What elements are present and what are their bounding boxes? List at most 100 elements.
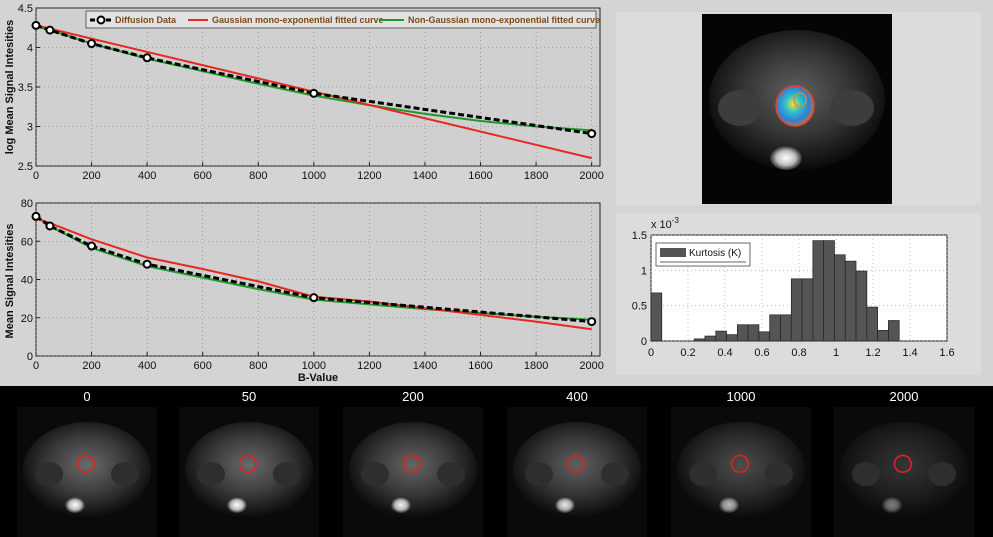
y-tick-label: 4.5 xyxy=(18,3,33,15)
histogram-bar xyxy=(866,306,878,342)
hist-x-tick-label: 0.8 xyxy=(791,347,806,359)
roi-outline xyxy=(238,454,257,473)
x-tick-label: 1200 xyxy=(357,170,381,182)
mri-slice-rectum xyxy=(227,497,247,513)
roi-overlay-heatmap xyxy=(775,85,815,127)
hist-x-tick-label: 1.6 xyxy=(939,347,954,359)
histogram-bar xyxy=(888,320,900,342)
roi-outline xyxy=(402,454,421,473)
histogram-bar xyxy=(823,240,835,342)
mri-slice-right-structure xyxy=(437,462,465,486)
series-line-gaussian-fit xyxy=(35,217,592,331)
y-tick-label: 2.5 xyxy=(18,161,33,173)
hist-y-tick-label: 1 xyxy=(641,265,647,277)
histogram-bar xyxy=(790,278,803,342)
mri-bvalue-label: 2000 xyxy=(890,389,919,404)
chart-log-signal-y-ticks: 2.5 3 3.5 4 4.5 xyxy=(18,3,40,173)
histogram-exponent: x 10-3 xyxy=(651,216,679,231)
data-point-diffusion xyxy=(87,39,97,49)
histogram-bar xyxy=(801,278,814,342)
data-point-diffusion xyxy=(87,241,97,251)
histogram-bar xyxy=(726,334,738,342)
data-point-diffusion xyxy=(587,129,597,139)
x-tick-label: 1200 xyxy=(357,360,381,372)
y-tick-label: 20 xyxy=(21,313,33,325)
mri-slice-anatomy xyxy=(677,422,805,518)
histogram-bar xyxy=(736,324,749,342)
mri-rectum-bright xyxy=(770,146,802,170)
mri-slice-left-structure xyxy=(689,462,717,486)
mri-slice-right-structure xyxy=(601,462,629,486)
y-tick-label: 80 xyxy=(21,198,33,210)
roi-overlay-core xyxy=(793,92,807,108)
mri-slice-left-structure xyxy=(361,462,389,486)
x-tick-label: 600 xyxy=(194,170,212,182)
mri-slice-right-structure xyxy=(928,462,956,486)
mri-bvalue-label: 0 xyxy=(83,389,90,404)
series-line-nongaussian-fit xyxy=(35,25,592,132)
histogram-bar xyxy=(855,270,868,342)
mri-slice-anatomy xyxy=(513,422,641,518)
chart-log-signal: 0 200 400 600 800 1000 1200 1400 1600 1800 2000 2.… xyxy=(4,3,604,182)
legend-diffusion-marker xyxy=(96,15,106,25)
chart-kurtosis-histogram: 0 0.2 0.4 0.6 0.8 1 1.2 1.4 1.6 00.511.5 x 10-3 … xyxy=(616,213,981,375)
mri-slice-anatomy xyxy=(23,422,151,518)
chart-log-signal-legend: Diffusion Data Gaussian mono-exponential… xyxy=(85,10,600,29)
roi-outline xyxy=(566,454,585,473)
x-tick-label: 400 xyxy=(138,170,156,182)
y-tick-label: 60 xyxy=(21,236,33,248)
data-point-diffusion xyxy=(45,25,55,35)
mri-slice-rectum xyxy=(882,497,902,513)
x-tick-label: 1600 xyxy=(468,170,492,182)
mri-slice-left-structure xyxy=(35,462,63,486)
histogram-x-ticks: 0 0.2 0.4 0.6 0.8 1 1.2 1.4 1.6 xyxy=(648,347,955,359)
data-point-diffusion xyxy=(45,221,55,231)
y-tick-label: 3 xyxy=(27,122,33,134)
hist-x-tick-label: 1 xyxy=(833,347,839,359)
x-tick-label: 1000 xyxy=(302,360,326,372)
mri-left-structure xyxy=(718,90,762,126)
histogram-legend: Kurtosis (K) xyxy=(655,242,751,267)
x-tick-label: 1600 xyxy=(468,360,492,372)
y-tick-label: 40 xyxy=(21,275,33,287)
hist-x-tick-label: 1.4 xyxy=(902,347,917,359)
histogram-bar xyxy=(758,331,771,342)
histogram-bar xyxy=(780,314,792,342)
x-tick-label: 1800 xyxy=(524,170,548,182)
mri-slice-left-structure xyxy=(525,462,553,486)
data-point-diffusion xyxy=(31,211,41,221)
data-point-diffusion xyxy=(309,293,319,303)
mri-slice-right-structure xyxy=(273,462,301,486)
x-tick-label: 1000 xyxy=(302,170,326,182)
x-tick-label: 200 xyxy=(82,360,100,372)
chart-mean-signal-y-label: Mean Signal Intesities xyxy=(4,224,16,339)
roi-outline xyxy=(730,454,749,473)
hist-x-tick-label: 0.4 xyxy=(717,347,732,359)
mri-slice-anatomy xyxy=(185,422,313,518)
legend-gaussian-label: Gaussian mono-exponential fitted curve xyxy=(212,15,384,25)
histogram-legend-label: Kurtosis (K) xyxy=(689,248,741,259)
mri-right-structure xyxy=(830,90,874,126)
mri-slice-rectum xyxy=(65,497,85,513)
x-tick-label: 1400 xyxy=(413,170,437,182)
legend-nongaussian-label: Non-Gaussian mono-exponential fitted cur… xyxy=(408,15,600,25)
chart-log-signal-x-ticks: 0 200 400 600 800 1000 1200 1400 1600 1800 2000 xyxy=(33,162,604,182)
x-tick-label: 800 xyxy=(249,170,267,182)
legend-diffusion-label: Diffusion Data xyxy=(115,15,177,25)
data-point-diffusion xyxy=(309,88,319,98)
mri-strip-background xyxy=(0,386,993,537)
x-tick-label: 2000 xyxy=(579,360,603,372)
histogram-bar xyxy=(844,260,857,342)
histogram-y-ticks: 0 0.5 1 1.5 xyxy=(632,230,647,348)
legend-box xyxy=(85,10,597,29)
mri-slice-left-structure xyxy=(852,462,880,486)
hist-x-tick-label: 0.2 xyxy=(680,347,695,359)
mri-strip-tiles: 0 50 200 400 1000 2000 xyxy=(17,389,974,537)
mri-slice-right-structure xyxy=(111,462,139,486)
chart-mean-signal-grid xyxy=(35,202,600,357)
histogram-bar xyxy=(693,338,706,342)
x-tick-label: 800 xyxy=(249,360,267,372)
hist-y-tick-label: 1.5 xyxy=(632,230,647,242)
hist-x-tick-label: 0.6 xyxy=(754,347,769,359)
